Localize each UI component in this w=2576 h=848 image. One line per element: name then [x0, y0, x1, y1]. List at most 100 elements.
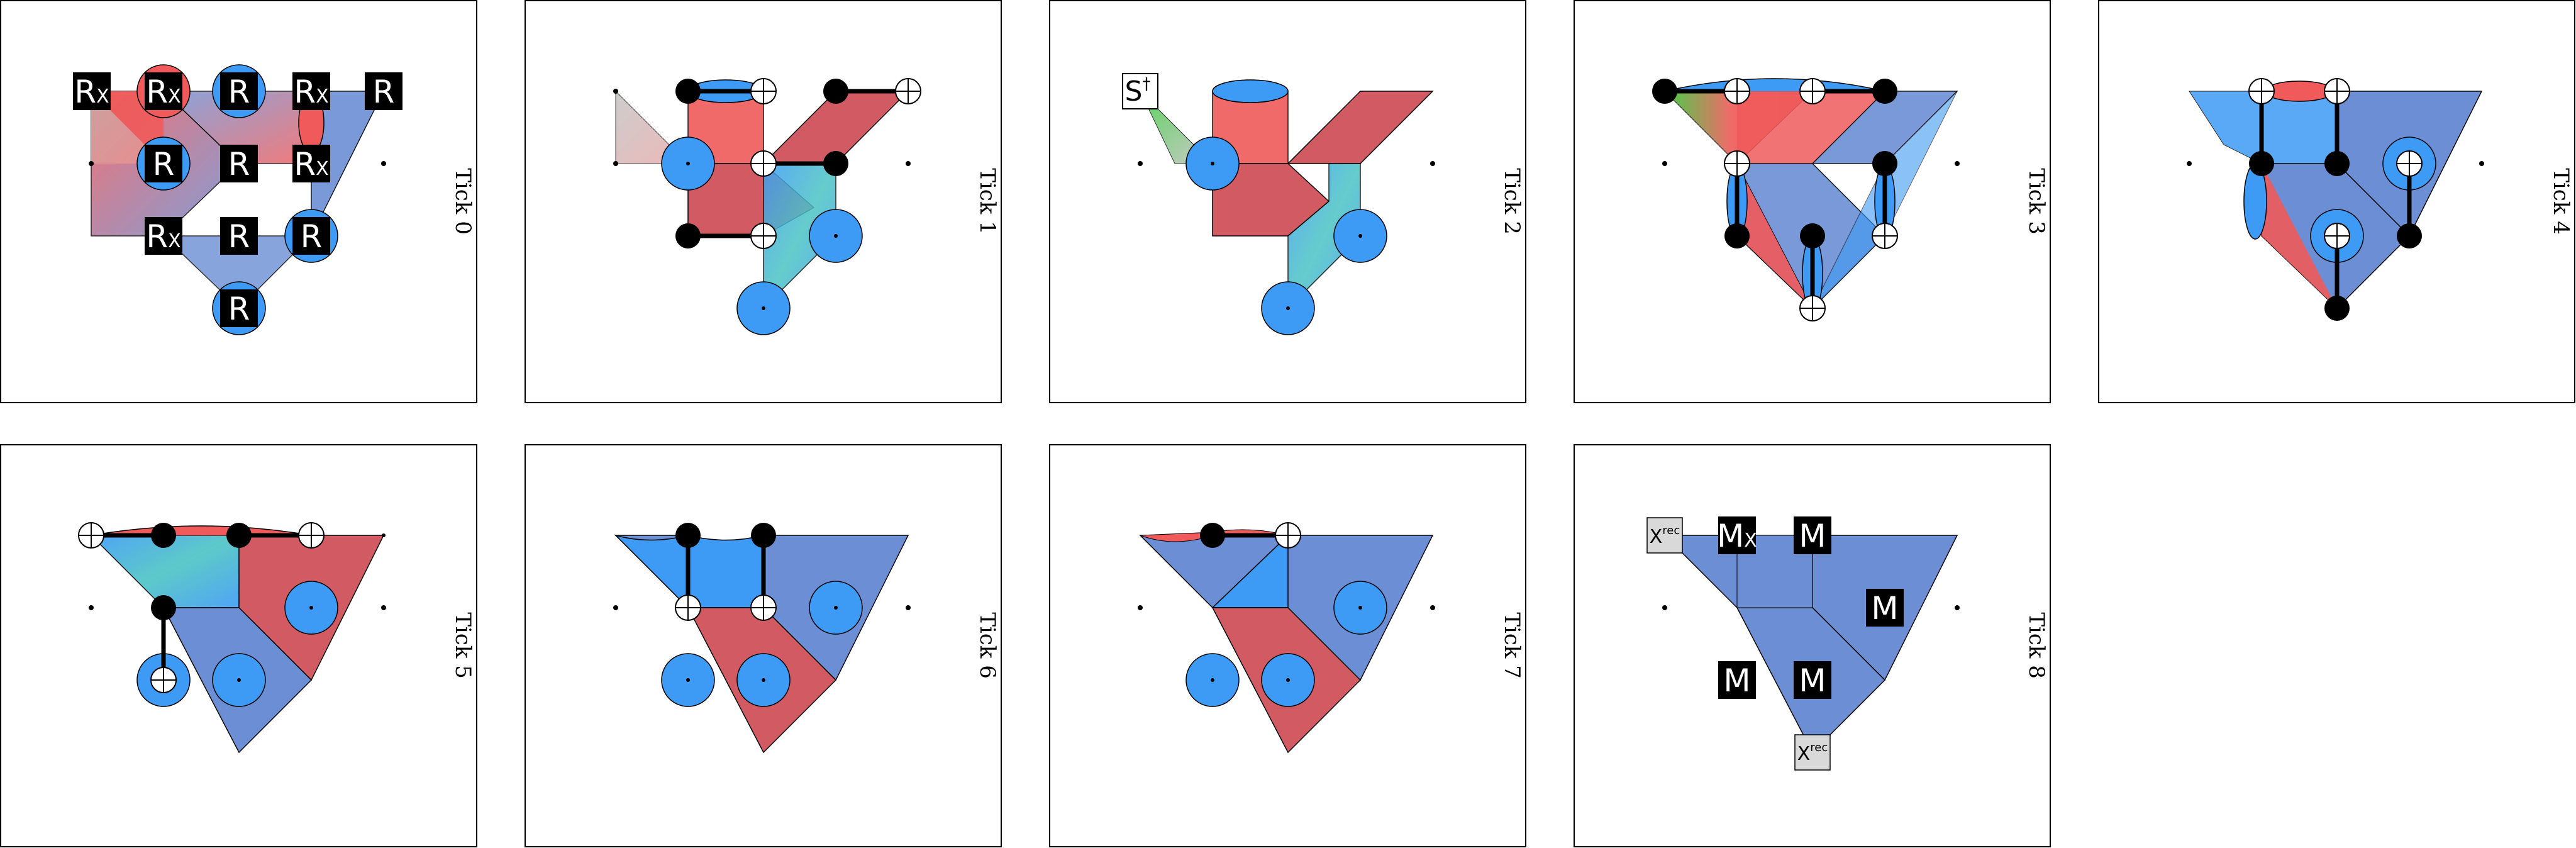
gate-measure: M — [1794, 661, 1831, 699]
gate-reset: R — [292, 217, 330, 255]
panel-frame — [525, 444, 1002, 847]
cnot-target — [2324, 78, 2350, 104]
qubit-dot — [2479, 161, 2484, 166]
qubit-dot — [1358, 606, 1362, 610]
gate-measure-x: MX — [1717, 516, 1757, 554]
plaquette — [2189, 91, 2262, 164]
gate-x-rec: Xrec — [1646, 517, 1683, 554]
qubit-dot — [89, 161, 94, 166]
panel-frame — [1049, 0, 1526, 403]
qubit-dot — [686, 162, 690, 165]
tick-label: Tick 3 — [2024, 168, 2049, 235]
svg-text:R: R — [153, 146, 175, 182]
cnot-target — [750, 594, 777, 621]
cnot-control — [823, 79, 848, 104]
cnot-control — [2397, 223, 2422, 248]
svg-text:R: R — [228, 291, 250, 327]
qubit-dot — [237, 678, 241, 682]
svg-text:R: R — [228, 146, 250, 182]
panel-tick-6 — [613, 523, 911, 754]
cnot-control — [675, 79, 701, 104]
qubit-dot — [1955, 161, 1960, 166]
qubit-dot — [1138, 161, 1143, 166]
qubit-dot — [381, 161, 386, 166]
plaquette — [1664, 78, 1885, 92]
cnot-target — [675, 594, 701, 621]
panel-tick-7 — [1138, 522, 1435, 754]
tick-label: Tick 4 — [2548, 168, 2573, 235]
panel-tick-8: Xrec MX M M M M Xrec — [1646, 516, 1960, 771]
qubit-dot — [1430, 605, 1435, 610]
panel-tick-2: S† — [1122, 73, 1435, 335]
cnot-control — [751, 523, 776, 548]
panel-tick-3 — [1652, 78, 1960, 321]
plaquette — [2264, 81, 2334, 102]
qubit-dot — [762, 678, 765, 682]
cnot-target — [2248, 78, 2275, 104]
qubit-dot — [1211, 678, 1214, 682]
cnot-target — [750, 223, 777, 249]
svg-text:RX: RX — [294, 74, 328, 110]
cnot-control — [1872, 79, 1897, 104]
svg-text:RX: RX — [146, 74, 180, 110]
gate-reset-x: RX — [145, 217, 182, 255]
qubit-dot — [1286, 306, 1290, 310]
cnot-target — [2396, 150, 2423, 177]
cnot-control — [151, 595, 176, 620]
qubit-dot — [906, 161, 911, 166]
svg-text:M: M — [1799, 518, 1826, 554]
cnot-target — [298, 522, 325, 549]
tick-label: Tick 0 — [450, 168, 475, 235]
gate-reset-x: RX — [292, 72, 330, 110]
plaquette — [1737, 91, 1885, 164]
tick-label: Tick 8 — [2024, 612, 2049, 679]
qubit-dot — [2187, 161, 2192, 166]
qubit-dot — [906, 605, 911, 610]
cnot-control — [151, 523, 176, 548]
gate-reset: R — [220, 217, 258, 255]
gate-reset: R — [145, 145, 182, 182]
svg-text:MX: MX — [1717, 518, 1757, 554]
tick-label: Tick 6 — [975, 612, 1000, 679]
cnot-control — [2324, 296, 2350, 321]
cnot-control — [1872, 151, 1897, 176]
panel-tick-1 — [613, 78, 921, 335]
gate-reset-x: RX — [145, 72, 182, 110]
qubit-dot — [613, 161, 618, 166]
tick-label: Tick 7 — [1499, 612, 1524, 679]
qubit-dot — [762, 306, 765, 310]
gate-measure: M — [1866, 589, 1904, 627]
panel-tick-4 — [2187, 78, 2484, 321]
panel-frame — [1574, 0, 2051, 403]
plaquette — [91, 525, 312, 536]
svg-text:Xrec: Xrec — [1650, 524, 1680, 548]
cnot-control — [675, 523, 701, 548]
qubit-dot — [834, 606, 838, 610]
cnot-target — [895, 78, 921, 104]
qubit-dot — [1138, 605, 1143, 610]
svg-text:RX: RX — [294, 146, 328, 182]
svg-text:RX: RX — [74, 74, 109, 110]
gate-reset: R — [365, 72, 402, 110]
qubit-dot — [686, 678, 690, 682]
qubit-dot — [382, 533, 386, 537]
panel-frame — [0, 444, 477, 847]
gate-reset: R — [220, 289, 258, 327]
panel-frame — [0, 0, 477, 403]
cnot-control — [226, 523, 252, 548]
cnot-target — [750, 150, 777, 177]
cnot-target — [750, 78, 777, 104]
plaquette — [2261, 91, 2338, 164]
plaquette — [2262, 164, 2337, 308]
cnot-control — [1800, 223, 1825, 248]
cnot-target — [1872, 223, 1898, 249]
gate-reset: R — [220, 72, 258, 110]
qubit-dot — [1955, 605, 1960, 610]
svg-text:S†: S† — [1125, 75, 1151, 108]
qubit-dot — [89, 605, 94, 610]
panel-frame — [1574, 444, 2051, 847]
cnot-control — [1200, 523, 1225, 548]
tick-label: Tick 2 — [1499, 168, 1524, 235]
qubit-dot — [1662, 161, 1667, 166]
svg-text:M: M — [1871, 590, 1898, 627]
